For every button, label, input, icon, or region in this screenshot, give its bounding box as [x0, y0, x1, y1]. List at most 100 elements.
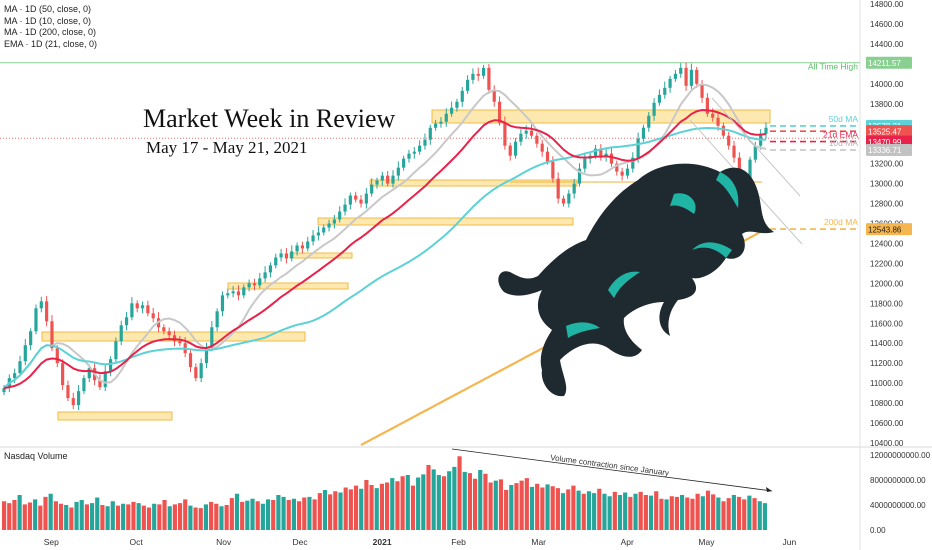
y-tick-label: 12200.00 [870, 259, 904, 268]
volume-bar [716, 497, 721, 530]
volume-bar [726, 498, 731, 530]
candle-body [370, 184, 374, 194]
price-tag [866, 223, 912, 236]
candle-body [204, 348, 209, 364]
volume-bar [110, 501, 115, 530]
volume-bar [638, 491, 643, 530]
candle-body [140, 305, 145, 309]
volume-bar [431, 469, 436, 530]
candle-body [657, 94, 662, 103]
volume-bar [322, 490, 328, 530]
volume-bar [488, 482, 493, 530]
candle-body [359, 199, 363, 204]
volume-bar [33, 499, 38, 530]
volume-bar [297, 501, 302, 530]
candle-body [77, 391, 81, 406]
volume-bar [742, 499, 747, 530]
candle-body [620, 171, 624, 176]
candle-body [162, 327, 166, 332]
volume-bar [535, 483, 540, 530]
volume-pane-label: Nasdaq Volume [4, 451, 68, 461]
candle-body [402, 158, 406, 168]
candle-body [119, 325, 123, 342]
volume-bar [240, 501, 245, 530]
volume-bar [100, 505, 105, 530]
candle-body [465, 79, 470, 91]
volume-bar [736, 496, 742, 530]
y-tick-label: 11200.00 [870, 359, 903, 368]
candle-body [279, 253, 283, 258]
volume-bar [426, 465, 431, 530]
candle-body [210, 327, 214, 349]
bull-icon [498, 163, 774, 397]
candle-body [716, 117, 720, 126]
volume-bar [395, 481, 400, 530]
legend-ma50[interactable]: MA · 1D (50, close, 0) [4, 4, 92, 14]
volume-bar [731, 495, 736, 530]
volume-bar [38, 505, 43, 530]
legend-ma200[interactable]: MA · 1D (200, close, 0) [4, 27, 97, 37]
candle-body [679, 67, 683, 74]
candle-body [50, 321, 54, 349]
candle-body [13, 373, 17, 379]
y-tick-label: 12800.00 [870, 200, 904, 209]
candle-body [636, 138, 640, 158]
volume-bar [410, 485, 416, 530]
candle-body [732, 145, 736, 158]
candle-body [322, 227, 326, 233]
price-tag [866, 143, 912, 156]
volume-bar [752, 498, 757, 530]
candle-body [396, 167, 400, 176]
y-tick-label: 12000.00 [870, 279, 904, 288]
y-tick-label: 13000.00 [870, 180, 904, 189]
volume-bar [597, 488, 602, 530]
y-tick-label: 11600.00 [870, 319, 903, 328]
price-tag [866, 56, 912, 69]
volume-bar [592, 493, 597, 530]
volume-bar [654, 491, 659, 530]
volume-bar [69, 507, 74, 530]
candle-body [18, 361, 22, 374]
legend-ma10[interactable]: MA · 1D (10, close, 0) [4, 15, 92, 26]
candle-body [545, 151, 550, 162]
x-tick-label: Jun [783, 537, 797, 547]
candle-body [39, 301, 43, 309]
volume-bar [379, 483, 384, 530]
candle-body [146, 305, 150, 314]
price-tag-value: 14211.57 [868, 59, 901, 68]
candle-body [412, 151, 416, 154]
volume-bar [12, 500, 17, 530]
candle-body [444, 113, 448, 122]
candle-body [753, 145, 757, 160]
volume-bar [27, 502, 33, 530]
price-annotation-label: 10d MA [829, 138, 859, 148]
candle-body [700, 83, 704, 98]
volume-bar [721, 501, 726, 530]
x-tick-label: Nov [216, 537, 232, 547]
volume-bar [364, 480, 369, 530]
ema21-line [3, 109, 767, 390]
support-zone [289, 252, 353, 259]
candle-body [215, 311, 219, 328]
volume-bar [209, 501, 214, 530]
volume-bar [255, 501, 260, 530]
volume-bar [276, 495, 281, 530]
candle-body [284, 253, 289, 259]
volume-bars [2, 456, 767, 530]
volume-annotation: Volume contraction since January [550, 453, 670, 478]
candle-body [188, 353, 193, 368]
candle-body [647, 115, 651, 128]
candle-body [354, 195, 358, 200]
price-annotation-label: All Time High [808, 62, 858, 72]
volume-bar [705, 490, 711, 530]
candle-body [338, 211, 342, 220]
candle-body [226, 293, 230, 296]
volume-bar [581, 493, 586, 530]
trend-line [711, 97, 801, 197]
volume-bar [291, 498, 297, 530]
volume-bar [203, 504, 209, 530]
candle-body [220, 295, 225, 312]
legend-ema21[interactable]: EMA · 1D (21, close, 0) [4, 38, 98, 49]
candle-body [593, 148, 598, 156]
candle-body [583, 158, 587, 169]
